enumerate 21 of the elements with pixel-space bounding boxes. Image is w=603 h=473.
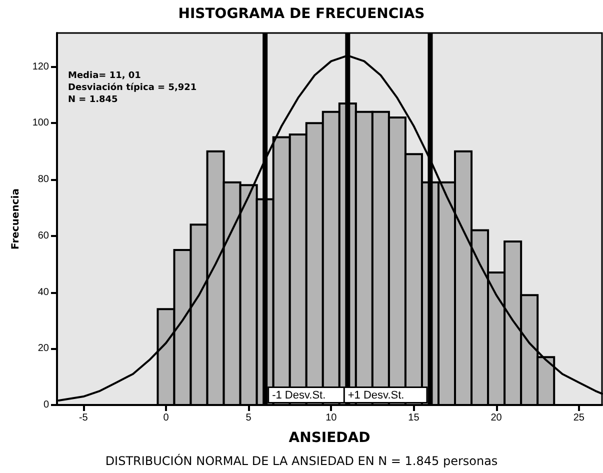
y-tick-label: 120 <box>32 61 50 72</box>
ref-line-label: -1 Desv.St. <box>272 390 326 402</box>
ref-line-label: +1 Desv.St. <box>348 390 404 402</box>
x-tick-label: 0 <box>163 412 170 424</box>
y-tick-label: 0 <box>43 400 50 410</box>
y-axis-title: Frecuencia <box>10 188 22 250</box>
chart-title: HISTOGRAMA DE FRECUENCIAS <box>178 6 425 22</box>
x-tick-label: 10 <box>326 412 338 424</box>
x-tick-label: 15 <box>408 412 420 424</box>
y-tick-label: 60 <box>38 230 50 242</box>
y-tick-label: 40 <box>38 286 50 298</box>
x-tick-label: -5 <box>78 412 88 424</box>
x-axis-title: ANSIEDAD <box>288 430 370 446</box>
y-tick-label: 100 <box>32 118 50 129</box>
text: DISTRIBUCIÓN NORMAL DE LA ANSIEDAD EN N = 1.845 personas <box>105 453 498 468</box>
annotation: Media= 11, 01 Desviación típica = 5,921 N = 1.845 <box>68 71 197 105</box>
x-tick-label: 25 <box>573 412 585 424</box>
x-tick-label: 20 <box>490 412 502 424</box>
y-tick-label: 80 <box>38 174 50 186</box>
y-tick-label: 20 <box>38 343 50 354</box>
x-tick-label: 5 <box>246 412 252 424</box>
